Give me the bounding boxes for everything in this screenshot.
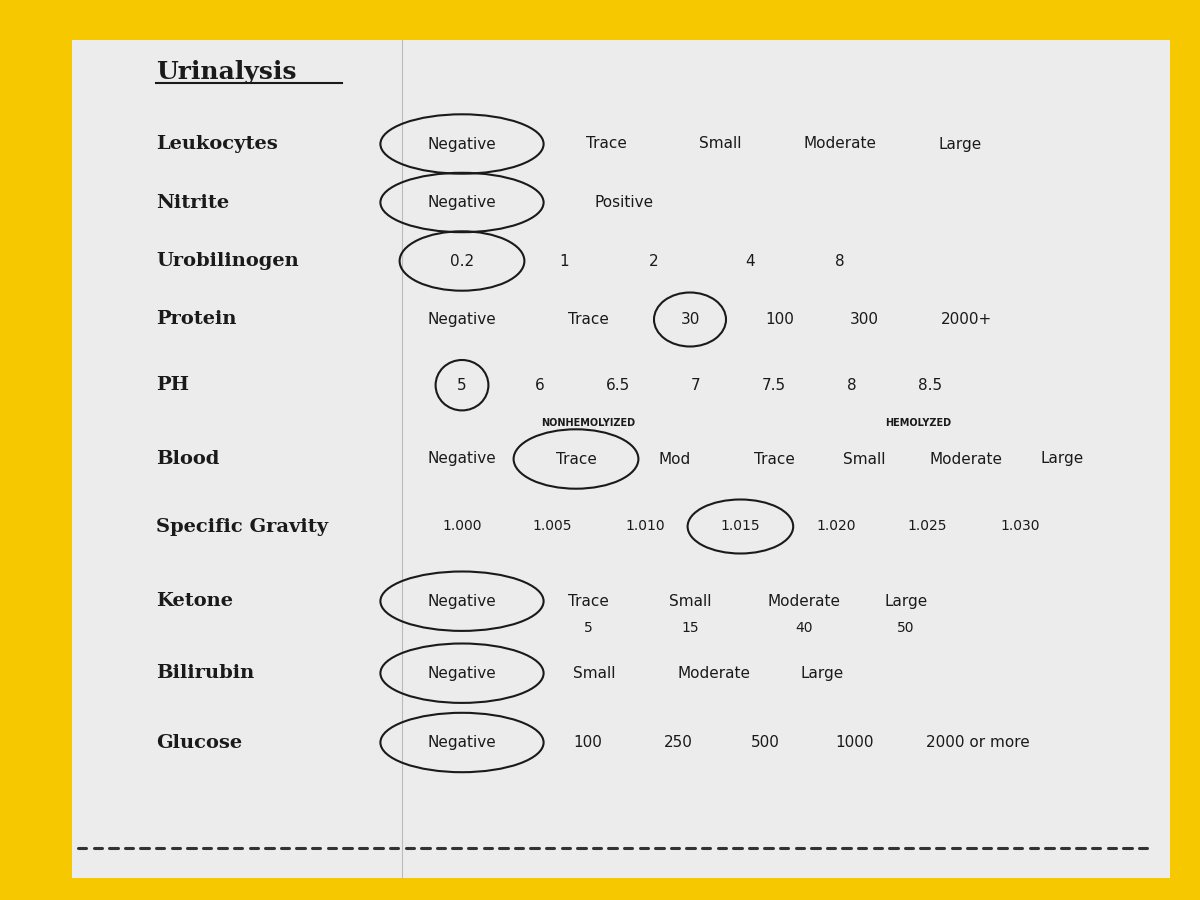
- Text: 5: 5: [583, 621, 593, 635]
- Text: 8.5: 8.5: [918, 378, 942, 392]
- Text: 50: 50: [898, 621, 914, 635]
- Text: 40: 40: [796, 621, 812, 635]
- Text: Glucose: Glucose: [156, 734, 242, 752]
- Text: Protein: Protein: [156, 310, 236, 328]
- Text: Negative: Negative: [427, 452, 497, 466]
- Text: 8: 8: [835, 254, 845, 268]
- Text: Trace: Trace: [568, 312, 608, 327]
- Text: Positive: Positive: [594, 195, 654, 210]
- Text: 1.010: 1.010: [625, 519, 666, 534]
- Text: Blood: Blood: [156, 450, 220, 468]
- Text: 5: 5: [457, 378, 467, 392]
- Text: 4: 4: [745, 254, 755, 268]
- Text: Urobilinogen: Urobilinogen: [156, 252, 299, 270]
- Text: 2000 or more: 2000 or more: [926, 735, 1030, 750]
- Text: Small: Small: [698, 137, 742, 151]
- Text: 15: 15: [682, 621, 698, 635]
- Text: 250: 250: [664, 735, 692, 750]
- Text: Large: Large: [800, 666, 844, 680]
- Text: Specific Gravity: Specific Gravity: [156, 518, 328, 536]
- Text: PH: PH: [156, 376, 190, 394]
- Text: HEMOLYZED: HEMOLYZED: [884, 418, 952, 428]
- Text: Negative: Negative: [427, 666, 497, 680]
- Text: Moderate: Moderate: [930, 452, 1002, 466]
- Text: Ketone: Ketone: [156, 592, 233, 610]
- Text: 0.2: 0.2: [450, 254, 474, 268]
- Text: Small: Small: [668, 594, 712, 608]
- Text: Large: Large: [1040, 452, 1084, 466]
- Text: Leukocytes: Leukocytes: [156, 135, 277, 153]
- Text: 500: 500: [751, 735, 780, 750]
- Text: 1.025: 1.025: [908, 519, 947, 534]
- Text: 1.000: 1.000: [443, 519, 481, 534]
- Text: Trace: Trace: [754, 452, 794, 466]
- Text: 1.005: 1.005: [533, 519, 571, 534]
- Text: 1000: 1000: [835, 735, 874, 750]
- Text: 100: 100: [574, 735, 602, 750]
- Text: Negative: Negative: [427, 195, 497, 210]
- Text: 7.5: 7.5: [762, 378, 786, 392]
- Text: Moderate: Moderate: [768, 594, 840, 608]
- Text: 7: 7: [691, 378, 701, 392]
- Text: Trace: Trace: [568, 594, 608, 608]
- Text: Negative: Negative: [427, 735, 497, 750]
- Text: 8: 8: [847, 378, 857, 392]
- Text: 2: 2: [649, 254, 659, 268]
- Text: 1.020: 1.020: [817, 519, 856, 534]
- Text: Large: Large: [884, 594, 928, 608]
- Text: Large: Large: [938, 137, 982, 151]
- Text: Bilirubin: Bilirubin: [156, 664, 254, 682]
- Text: Small: Small: [572, 666, 616, 680]
- Text: 30: 30: [680, 312, 700, 327]
- Text: Trace: Trace: [586, 137, 626, 151]
- Text: Mod: Mod: [659, 452, 690, 466]
- Text: 2000+: 2000+: [941, 312, 991, 327]
- Text: 300: 300: [850, 312, 878, 327]
- Text: Small: Small: [842, 452, 886, 466]
- Text: Moderate: Moderate: [678, 666, 750, 680]
- Text: 1.015: 1.015: [720, 519, 761, 534]
- Text: 6.5: 6.5: [606, 378, 630, 392]
- Text: 1.030: 1.030: [1001, 519, 1039, 534]
- Text: 1: 1: [559, 254, 569, 268]
- Text: Nitrite: Nitrite: [156, 194, 229, 212]
- Text: Negative: Negative: [427, 594, 497, 608]
- Text: Moderate: Moderate: [804, 137, 876, 151]
- Text: NONHEMOLYIZED: NONHEMOLYIZED: [541, 418, 635, 428]
- FancyBboxPatch shape: [72, 40, 1170, 878]
- Text: Negative: Negative: [427, 312, 497, 327]
- Text: Urinalysis: Urinalysis: [156, 60, 296, 84]
- Text: Trace: Trace: [556, 452, 596, 466]
- Text: 100: 100: [766, 312, 794, 327]
- Text: 6: 6: [535, 378, 545, 392]
- Text: Negative: Negative: [427, 137, 497, 151]
